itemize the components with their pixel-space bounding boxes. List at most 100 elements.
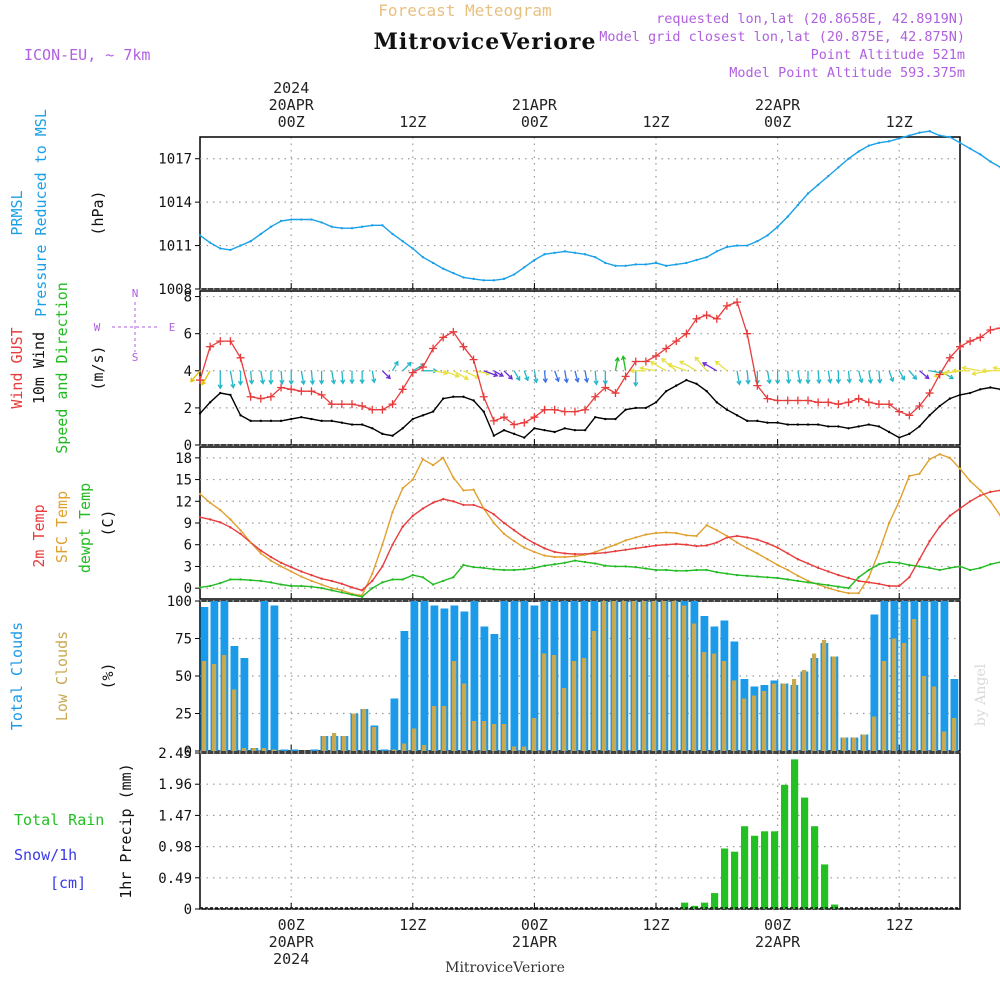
sfc-temp-point	[867, 576, 870, 579]
dewpt-point	[837, 585, 840, 588]
wind-speed-point	[604, 417, 607, 421]
bottom-time-label: 00Z	[521, 916, 548, 934]
gust-point	[307, 387, 316, 396]
sfc-temp-point	[735, 541, 739, 544]
low-clouds-bar	[642, 601, 647, 751]
total-clouds-bar	[950, 679, 959, 751]
dewpt-point	[857, 576, 860, 579]
wind-direction-arrow	[391, 361, 399, 372]
pressure-point	[968, 147, 972, 150]
pressure-point	[340, 227, 344, 230]
wind-direction-arrow	[640, 367, 657, 372]
temp2m-point	[401, 525, 404, 528]
y-tick-label: 9	[184, 516, 192, 532]
sfc-temp-point	[695, 534, 698, 538]
wind-direction-arrow	[432, 370, 448, 374]
low-clouds-bar	[612, 601, 617, 751]
wind-arrow-head	[649, 361, 655, 366]
pressure-point	[816, 183, 820, 186]
gust-point	[844, 398, 853, 407]
wind-direction-arrow	[280, 370, 283, 384]
sfc-temp-point	[685, 534, 688, 537]
sfc-temp-point	[472, 488, 475, 491]
low-clouds-bar	[532, 718, 537, 751]
dewpt-point	[482, 566, 485, 570]
temp2m-point	[239, 532, 242, 536]
temp2m-point	[431, 501, 435, 504]
low-clouds-bar	[852, 737, 857, 751]
total-clouds-bar	[940, 601, 949, 751]
wind-direction-arrow	[702, 362, 718, 372]
total-clouds-bar	[430, 605, 439, 751]
bottom-time-label: 00Z	[764, 916, 791, 934]
wind-speed-point	[330, 419, 333, 423]
temp2m-point	[381, 565, 384, 568]
pressure-line	[199, 130, 1000, 281]
wind-speed-point	[989, 386, 992, 389]
gust-point	[469, 355, 478, 364]
low-clouds-bar	[202, 661, 207, 751]
wind-direction-arrow	[201, 370, 211, 385]
wind-arrow-head	[633, 382, 639, 388]
temp2m-point	[877, 582, 881, 585]
panel-wind: 0 2 4 6 8 Wind GUST 10m Wind Speed and Directio…	[8, 282, 1000, 454]
wind-arrow-head	[766, 379, 772, 385]
wind-arrow-head	[785, 379, 792, 385]
temp2m-point	[806, 562, 810, 565]
pressure-point	[431, 261, 435, 265]
temp2m-point	[502, 521, 506, 525]
wind-speed-point	[958, 393, 962, 397]
gust-point	[641, 357, 650, 366]
gust-point	[550, 405, 559, 414]
wind-speed-point	[401, 427, 404, 430]
wind-arrow-head	[666, 362, 673, 368]
gust-point	[733, 298, 742, 307]
low-clouds-bar	[632, 601, 637, 751]
pressure-point	[563, 250, 566, 253]
temp2m-point	[624, 548, 627, 551]
wind-arrow-head	[621, 355, 627, 361]
temp2m-point	[442, 497, 445, 501]
dewpt-point	[948, 566, 952, 570]
low-clouds-bar	[482, 721, 487, 751]
y-tick-label: 2.45	[158, 746, 192, 762]
y-tick-label: 8	[184, 290, 192, 306]
wind-arrow-head	[279, 379, 285, 385]
sfc-temp-point	[837, 589, 840, 593]
gust-point	[834, 400, 843, 409]
temp2m-point	[259, 549, 262, 552]
total-clouds-bar	[500, 601, 509, 751]
wind-arrow-head	[629, 368, 635, 374]
pressure-point	[573, 251, 577, 255]
wind-arrow-head	[268, 379, 274, 385]
unit-label: (m/s)	[89, 345, 107, 390]
dewpt-point	[887, 560, 891, 564]
pressure-point	[391, 232, 394, 236]
dewpt-label: dewpt Temp	[76, 483, 94, 573]
sfc-temp-point	[634, 536, 637, 539]
compass-s: S	[132, 351, 139, 364]
sfc-temp-point	[239, 529, 242, 532]
wind-speed-point	[654, 401, 658, 404]
wind-speed-point	[847, 427, 850, 430]
sfc-temp-point	[492, 521, 496, 525]
low-clouds-bar	[762, 691, 767, 751]
sfc-temp-point	[877, 550, 881, 554]
y-tick-label: 0	[184, 438, 192, 454]
gust-point	[925, 389, 934, 398]
gust-point	[905, 411, 914, 420]
y-tick-label: 25	[175, 707, 192, 723]
wind-direction-arrow	[746, 370, 749, 384]
pressure-point	[452, 271, 455, 275]
wind-direction-arrow	[300, 370, 305, 385]
dewpt-point	[968, 568, 972, 572]
y-tick-label: 1014	[158, 195, 192, 211]
total-clouds-bar	[490, 634, 499, 751]
dewpt-point	[918, 565, 921, 568]
temp2m-point	[462, 503, 465, 507]
low-clouds-bar	[892, 638, 897, 751]
pressure-point	[664, 264, 668, 268]
wind-arrow-head	[805, 379, 811, 385]
low-clouds-bar	[552, 655, 557, 751]
gust-point	[804, 396, 812, 405]
